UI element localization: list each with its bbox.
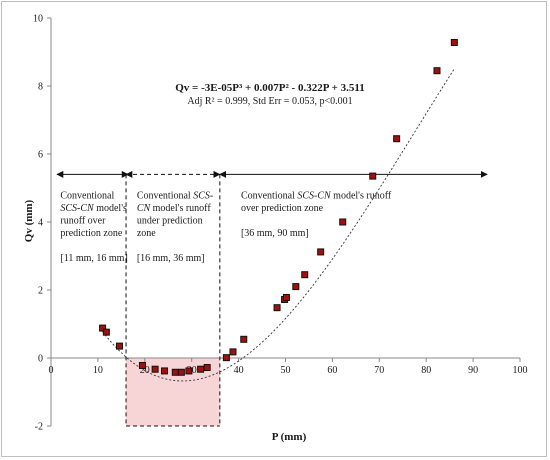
zone-3-text-line: Conventional SCS-CN model's runoff xyxy=(241,190,392,201)
zone-2-text-line: under prediction xyxy=(137,215,203,226)
trendline-equation: Qv = -3E-05P³ + 0.007P² - 0.322P + 3.511 xyxy=(175,82,364,94)
zone-1-text-line: Conventional xyxy=(60,190,114,201)
zone-1-text-line: SCS-CN model's xyxy=(60,203,127,214)
y-tick-label: 2 xyxy=(38,286,43,297)
zone-1-range-label: [11 mm, 16 mm] xyxy=(60,253,127,264)
x-tick-label: 100 xyxy=(513,365,528,376)
y-tick-label: 0 xyxy=(38,354,43,365)
y-tick-label: -2 xyxy=(35,422,43,433)
x-tick-label: 70 xyxy=(374,365,384,376)
y-tick-label: 10 xyxy=(33,14,43,25)
x-tick-label: 40 xyxy=(234,365,244,376)
data-point xyxy=(369,172,377,180)
data-point xyxy=(177,368,185,376)
trendline-stats: Adj R² = 0.999, Std Err = 0.053, p<0.001 xyxy=(187,96,352,107)
data-point xyxy=(273,304,281,312)
data-point xyxy=(339,218,347,226)
data-point xyxy=(160,367,168,375)
x-axis-label: P (mm) xyxy=(272,431,307,443)
data-point xyxy=(317,248,325,256)
zone-2-range-label: [16 mm, 36 mm] xyxy=(137,253,205,264)
data-point xyxy=(433,67,441,75)
data-point xyxy=(99,324,107,332)
x-tick-label: 80 xyxy=(421,365,431,376)
data-point xyxy=(282,293,290,301)
data-point xyxy=(450,38,458,46)
data-point xyxy=(229,348,237,356)
x-tick-label: 60 xyxy=(327,365,337,376)
x-tick-label: 0 xyxy=(49,365,54,376)
zone-2-text-line: Conventional SCS- xyxy=(137,190,213,201)
zone-3-range-label: [36 mm, 90 mm] xyxy=(241,228,309,239)
data-point xyxy=(197,365,205,373)
zone-2-text-line: zone xyxy=(137,228,156,239)
data-point xyxy=(138,361,146,369)
data-point xyxy=(151,365,159,373)
data-point xyxy=(185,367,193,375)
zone-2-text-line: CN model's runoff xyxy=(137,203,212,214)
data-point xyxy=(222,354,230,362)
y-axis-label: Qv (mm) xyxy=(23,199,35,242)
data-point xyxy=(393,135,401,143)
data-point xyxy=(115,342,123,350)
x-tick-label: 10 xyxy=(93,365,103,376)
data-point xyxy=(301,271,309,279)
zone-1-text-line: runoff over xyxy=(60,215,106,226)
data-point xyxy=(292,283,300,291)
trendline xyxy=(102,68,455,382)
y-tick-label: 8 xyxy=(38,82,43,93)
y-tick-label: 6 xyxy=(38,150,43,161)
x-tick-label: 90 xyxy=(468,365,478,376)
zone-3-text-line: over prediction zone xyxy=(241,203,324,214)
x-tick-label: 50 xyxy=(281,365,291,376)
data-point xyxy=(102,328,110,336)
data-point xyxy=(240,335,248,343)
zone-1-text-line: prediction zone xyxy=(60,228,122,239)
y-tick-label: 4 xyxy=(38,218,43,229)
data-point xyxy=(171,368,179,376)
data-point xyxy=(203,364,211,372)
